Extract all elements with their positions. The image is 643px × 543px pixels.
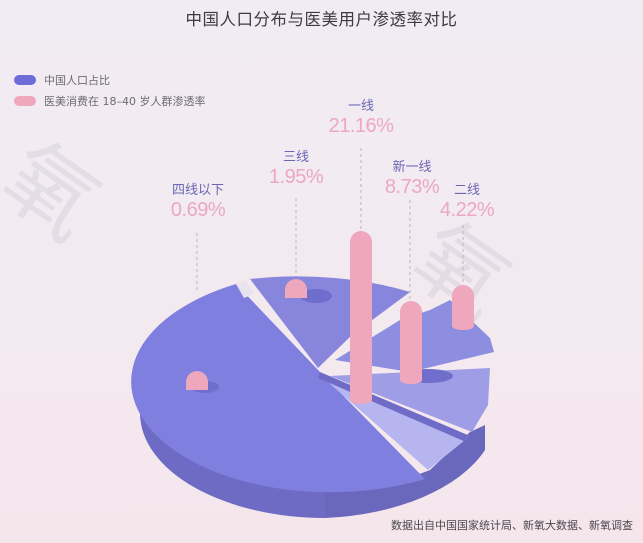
- label-value: 1.95%: [268, 166, 324, 188]
- legend-swatch-population: [14, 75, 36, 85]
- legend-item-penetration: 医美消费在 18–40 岁人群渗透率: [14, 92, 206, 110]
- pillar-tier4: [186, 371, 208, 390]
- legend-item-population: 中国人口占比: [14, 71, 206, 89]
- pillar-newtier1: [400, 301, 422, 384]
- legend: 中国人口占比 医美消费在 18–40 岁人群渗透率: [14, 71, 206, 113]
- slice-tier1: [328, 382, 470, 470]
- legend-label: 医美消费在 18–40 岁人群渗透率: [44, 95, 206, 108]
- data-source: 数据出自中国国家统计局、新氧大数据、新氧调查: [391, 519, 633, 532]
- pillar-tier2: [452, 285, 474, 330]
- label-tier2: 二线 4.22%: [437, 183, 497, 221]
- legend-swatch-penetration: [14, 96, 36, 106]
- label-name: 二线: [453, 183, 480, 198]
- pillar-tier1: [350, 231, 372, 404]
- legend-label: 中国人口占比: [44, 74, 110, 87]
- label-value: 8.73%: [384, 176, 440, 198]
- label-tier1: 一线 21.16%: [325, 99, 397, 137]
- leader-lines: [196, 148, 464, 305]
- label-value: 0.69%: [170, 199, 226, 221]
- label-name: 三线: [282, 150, 309, 165]
- pillar-tier3: [285, 279, 307, 298]
- label-newtier1: 新一线 8.73%: [380, 160, 444, 198]
- pillars: [186, 231, 474, 404]
- label-tier3: 三线 1.95%: [264, 150, 328, 188]
- label-name: 四线以下: [171, 183, 224, 198]
- chart-title: 中国人口分布与医美用户渗透率对比: [185, 10, 458, 29]
- label-tier4: 四线以下 0.69%: [165, 183, 231, 221]
- slice-tier4: [131, 284, 426, 493]
- label-value: 21.16%: [328, 115, 394, 137]
- label-name: 新一线: [392, 160, 432, 175]
- label-value: 4.22%: [439, 199, 495, 221]
- label-name: 一线: [347, 99, 374, 114]
